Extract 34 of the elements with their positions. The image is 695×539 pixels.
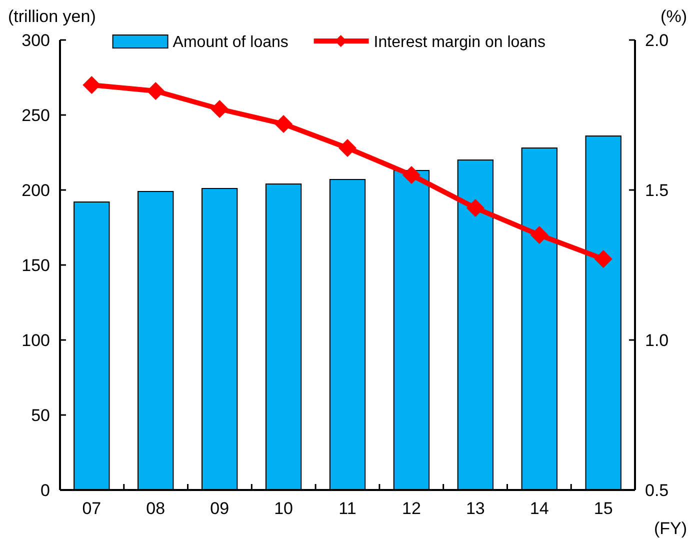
point bbox=[82, 76, 101, 94]
y-tick-label: 300 bbox=[22, 31, 50, 50]
point bbox=[466, 199, 484, 217]
y-tick-label: 200 bbox=[22, 181, 50, 200]
y2-tick-label: 1.5 bbox=[645, 181, 669, 200]
y-tick-label: 250 bbox=[22, 106, 50, 125]
y-tick-label: 50 bbox=[31, 406, 50, 425]
point bbox=[402, 166, 420, 184]
point bbox=[338, 139, 356, 157]
x-tick-label: 12 bbox=[402, 499, 421, 518]
x-tick-label: 09 bbox=[210, 499, 230, 518]
y-tick-label: 150 bbox=[22, 256, 50, 275]
y2-tick-label: 0.5 bbox=[645, 481, 669, 500]
x-tick-label: 11 bbox=[338, 499, 356, 518]
x-tick-label: 08 bbox=[146, 499, 166, 518]
point bbox=[274, 115, 293, 133]
point bbox=[210, 100, 229, 118]
x-tick-label: 07 bbox=[82, 499, 102, 518]
x-tick-label: 13 bbox=[466, 499, 485, 518]
point bbox=[594, 250, 612, 268]
y-axis-title: (trillion yen) bbox=[8, 7, 96, 26]
x-tick-label: 10 bbox=[274, 499, 293, 518]
point bbox=[146, 82, 165, 100]
y2-tick-label: 2.0 bbox=[645, 31, 669, 50]
y-tick-label: 0 bbox=[40, 481, 50, 500]
y-tick-label: 100 bbox=[22, 331, 50, 350]
x-tick-label: 15 bbox=[594, 499, 613, 518]
x-tick-label: 14 bbox=[530, 499, 549, 518]
point bbox=[530, 226, 548, 244]
y2-tick-label: 1.0 bbox=[645, 331, 669, 350]
legend-label: Interest margin on loans bbox=[374, 34, 546, 51]
legend-label: Amount of loans bbox=[172, 34, 288, 51]
x-axis-title: (FY) bbox=[654, 519, 687, 538]
y2-axis-title: (%) bbox=[660, 7, 687, 26]
